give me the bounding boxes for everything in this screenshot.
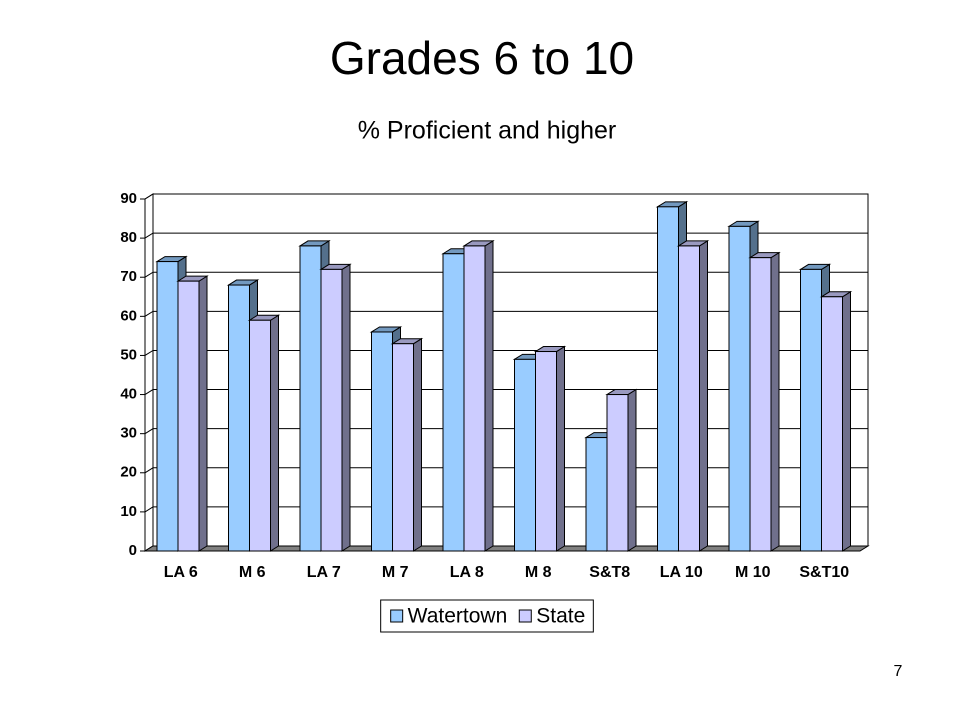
x-tick-label: S&T10 bbox=[799, 564, 849, 581]
y-tick-label: 70 bbox=[120, 268, 137, 285]
y-tick-label: 50 bbox=[120, 346, 137, 363]
legend-label: Watertown bbox=[408, 605, 508, 628]
bar-front bbox=[821, 296, 843, 552]
x-tick-label: LA 7 bbox=[307, 564, 341, 581]
bar-side bbox=[556, 345, 565, 552]
x-tick-label: M 10 bbox=[735, 564, 771, 581]
bar bbox=[176, 275, 209, 552]
legend-box bbox=[380, 599, 594, 633]
bar bbox=[247, 314, 281, 552]
y-tick-label: 10 bbox=[120, 503, 137, 520]
page-number: 7 bbox=[894, 663, 903, 680]
bar-front bbox=[678, 245, 700, 552]
x-tick-label: M 6 bbox=[239, 564, 266, 581]
bar-front bbox=[228, 284, 250, 552]
bar-front bbox=[749, 257, 772, 552]
bar bbox=[533, 345, 567, 552]
bar bbox=[390, 337, 424, 552]
grid-line bbox=[144, 349, 868, 356]
x-tick-label: M 8 bbox=[525, 564, 552, 581]
chart-title: Grades 6 to 10 bbox=[330, 32, 634, 84]
chart-subtitle: % Proficient and higher bbox=[358, 117, 616, 145]
bar-side bbox=[627, 388, 637, 552]
bar-side bbox=[770, 251, 780, 552]
legend-label: State bbox=[536, 605, 585, 628]
x-tick-label: S&T8 bbox=[589, 564, 630, 581]
bar-front bbox=[728, 225, 751, 552]
bar bbox=[748, 251, 781, 552]
y-tick-label: 0 bbox=[129, 542, 137, 559]
side-wall bbox=[144, 193, 154, 552]
bar-front bbox=[177, 280, 200, 552]
x-tick-label: M 7 bbox=[382, 564, 409, 581]
bar-side bbox=[699, 240, 708, 552]
bar-side bbox=[413, 337, 422, 552]
bar bbox=[605, 388, 638, 552]
bar-front bbox=[442, 253, 465, 552]
bar-front bbox=[535, 351, 557, 552]
y-tick-label: 30 bbox=[120, 425, 137, 442]
grid-line bbox=[144, 193, 868, 200]
y-tick-label: 90 bbox=[120, 190, 137, 207]
bar-side bbox=[198, 275, 208, 552]
legend-swatch bbox=[390, 609, 404, 623]
y-tick-label: 60 bbox=[120, 307, 137, 324]
bar bbox=[319, 263, 352, 552]
grid-line bbox=[144, 232, 868, 239]
legend-swatch bbox=[518, 609, 532, 623]
bar-front bbox=[657, 206, 679, 552]
bar-front bbox=[299, 245, 322, 552]
x-tick-label: LA 6 bbox=[164, 564, 198, 581]
bar-front bbox=[800, 268, 822, 552]
grid-line bbox=[144, 310, 868, 317]
bar-side bbox=[484, 240, 494, 552]
bar-front bbox=[371, 331, 393, 552]
bar bbox=[462, 240, 495, 552]
bar-front bbox=[156, 261, 179, 552]
x-tick-label: LA 10 bbox=[660, 564, 703, 581]
y-tick-label: 80 bbox=[120, 229, 137, 246]
grid-line bbox=[144, 271, 868, 278]
y-tick-label: 20 bbox=[120, 464, 137, 481]
bar-side bbox=[270, 314, 279, 552]
bar bbox=[676, 240, 710, 552]
bar-front bbox=[249, 319, 271, 552]
legend: Watertown State bbox=[380, 599, 594, 633]
bar-front bbox=[463, 245, 486, 552]
bar-side bbox=[341, 263, 351, 552]
bar-front bbox=[606, 394, 629, 552]
y-tick-label: 40 bbox=[120, 386, 137, 403]
x-tick-label: LA 8 bbox=[450, 564, 484, 581]
bar-front bbox=[514, 358, 536, 552]
bar bbox=[819, 290, 853, 552]
bar-front bbox=[392, 343, 414, 552]
bar-front bbox=[585, 437, 608, 552]
bar-front bbox=[320, 268, 343, 552]
bar-side bbox=[842, 290, 851, 552]
